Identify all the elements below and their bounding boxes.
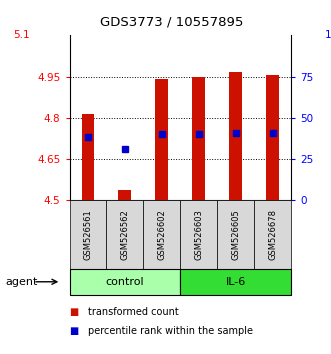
- Text: GSM526605: GSM526605: [231, 209, 240, 260]
- Bar: [266, 75, 279, 200]
- Text: GSM526602: GSM526602: [158, 209, 166, 260]
- Text: control: control: [106, 277, 144, 287]
- Text: IL-6: IL-6: [226, 277, 246, 287]
- Text: GSM526562: GSM526562: [120, 209, 129, 260]
- Bar: [229, 72, 242, 200]
- Text: transformed count: transformed count: [88, 307, 178, 317]
- Text: GSM526603: GSM526603: [194, 209, 203, 260]
- Text: GSM526561: GSM526561: [83, 209, 92, 260]
- Bar: [192, 76, 205, 200]
- Text: agent: agent: [5, 277, 37, 287]
- Bar: [118, 190, 131, 200]
- Bar: [156, 79, 168, 200]
- Text: ■: ■: [70, 326, 79, 336]
- Text: 100%: 100%: [324, 30, 331, 40]
- Text: 5.1: 5.1: [13, 30, 29, 40]
- Text: GDS3773 / 10557895: GDS3773 / 10557895: [100, 16, 244, 29]
- Bar: [81, 114, 94, 200]
- Text: GSM526678: GSM526678: [268, 209, 277, 260]
- Text: ■: ■: [70, 307, 79, 317]
- Text: percentile rank within the sample: percentile rank within the sample: [88, 326, 253, 336]
